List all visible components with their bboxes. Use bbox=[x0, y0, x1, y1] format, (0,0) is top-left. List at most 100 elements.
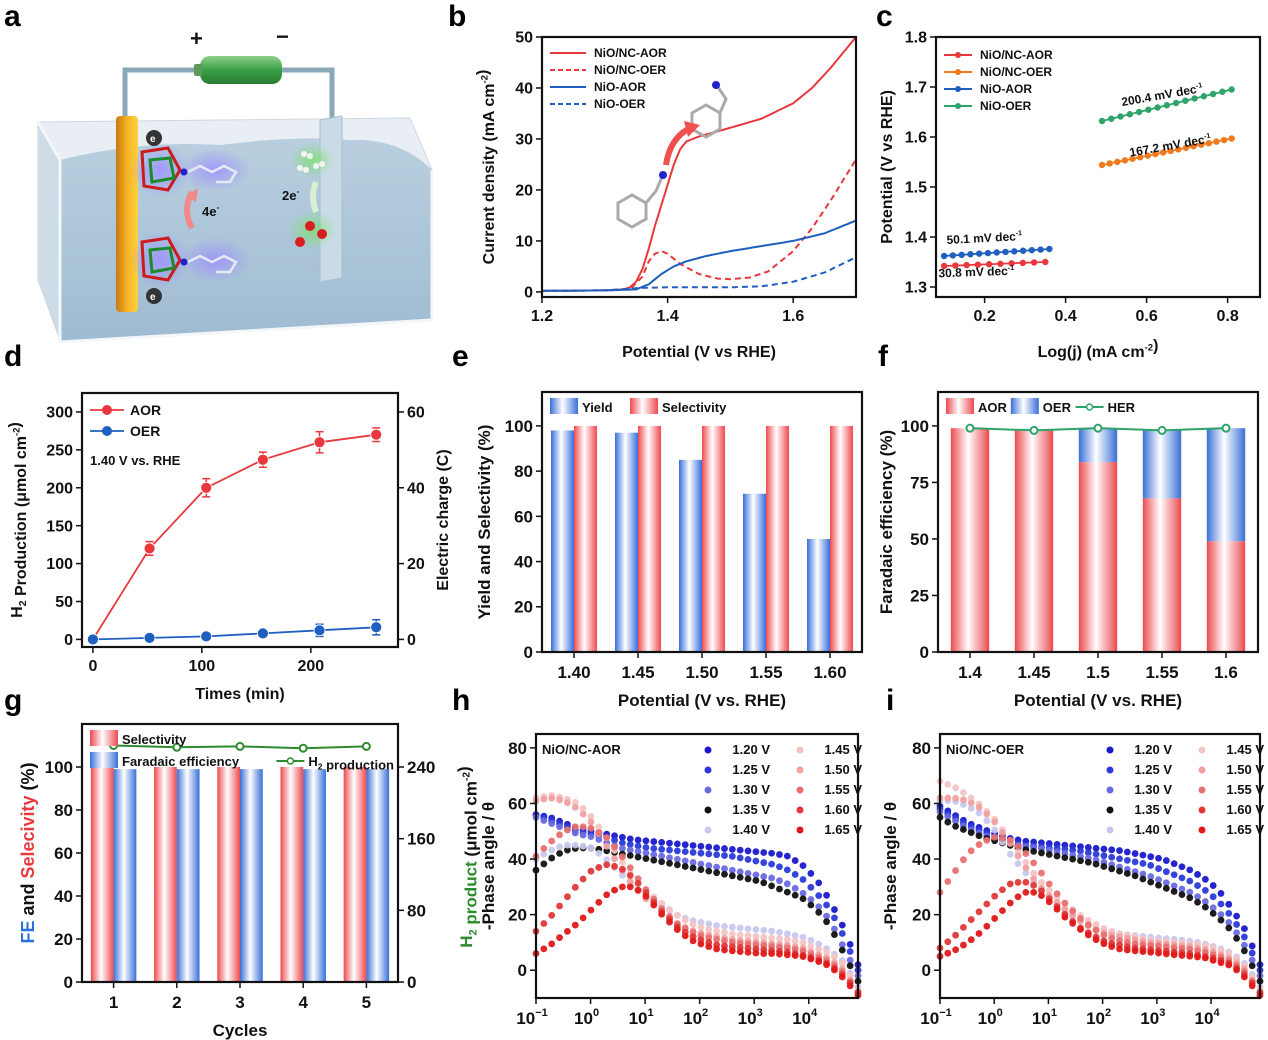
tafel-slope-label: 200.4 mV dec-1 bbox=[1120, 80, 1204, 109]
data-point bbox=[650, 845, 658, 852]
data-point bbox=[791, 937, 799, 945]
data-point bbox=[721, 865, 728, 873]
data-point bbox=[791, 871, 799, 878]
chart-c-tafel: 30.8 mV dec-1 NiO/NC-AOR 167.2 mV dec-1 NiO… bbox=[879, 30, 1262, 361]
data-point bbox=[999, 886, 1006, 894]
data-point bbox=[1201, 954, 1209, 962]
data-point bbox=[1038, 849, 1045, 857]
nitrogen-atom bbox=[659, 171, 667, 179]
plot-frame bbox=[534, 732, 860, 1000]
data-point bbox=[689, 920, 697, 928]
data-point bbox=[960, 941, 967, 949]
legend-label: HER bbox=[1108, 400, 1136, 415]
legend-swatch bbox=[90, 730, 118, 746]
data-point bbox=[1136, 154, 1144, 161]
data-point bbox=[1209, 909, 1217, 917]
data-point bbox=[823, 901, 830, 909]
data-point bbox=[960, 923, 967, 931]
data-point bbox=[1084, 858, 1092, 866]
data-point bbox=[752, 871, 760, 879]
data-point bbox=[603, 891, 611, 899]
data-point bbox=[1117, 113, 1124, 120]
data-point bbox=[1029, 425, 1039, 435]
plot-frame bbox=[934, 35, 1262, 299]
data-point bbox=[1061, 899, 1069, 907]
data-point bbox=[952, 946, 960, 954]
data-point bbox=[776, 950, 783, 958]
data-point bbox=[831, 906, 838, 913]
data-point bbox=[689, 849, 697, 856]
y-tick-label: 20 bbox=[508, 906, 527, 925]
bar-selectivity bbox=[574, 425, 598, 652]
data-point bbox=[1170, 882, 1178, 890]
data-point bbox=[1098, 117, 1106, 125]
nitrile-molecule bbox=[187, 164, 238, 184]
y-tick-label: 60 bbox=[912, 794, 931, 813]
four-electron-label: 4e- bbox=[202, 203, 219, 219]
data-point bbox=[1030, 889, 1038, 896]
data-point bbox=[673, 840, 681, 848]
data-point bbox=[571, 804, 579, 811]
y-axis-title: Current density (mA cm-2) bbox=[475, 70, 498, 265]
y-axis-title-part: FE bbox=[18, 921, 38, 944]
panel-label-e: e bbox=[452, 340, 469, 373]
data-point bbox=[944, 949, 952, 957]
legend-marker bbox=[955, 103, 961, 109]
data-point bbox=[86, 633, 99, 646]
x-tick-label: 1.2 bbox=[531, 308, 553, 325]
legend-marker bbox=[1198, 826, 1206, 834]
y-right-tick-label: 0 bbox=[407, 632, 416, 649]
legend-marker bbox=[1085, 403, 1094, 411]
data-point bbox=[658, 899, 666, 907]
data-point bbox=[1038, 892, 1045, 900]
x-tick-label: 103 bbox=[738, 1007, 763, 1028]
x-tick-label: 1.50 bbox=[685, 663, 718, 682]
legend-marker bbox=[1198, 746, 1206, 754]
data-point bbox=[736, 931, 744, 939]
legend-label: NiO-OER bbox=[594, 97, 646, 111]
data-point bbox=[776, 928, 783, 936]
data-point bbox=[983, 922, 991, 930]
legend-label: OER bbox=[1043, 400, 1072, 415]
x-tick-label: 1.6 bbox=[782, 308, 804, 325]
data-point bbox=[1131, 947, 1139, 955]
data-point bbox=[540, 850, 548, 858]
data-point bbox=[1163, 102, 1171, 109]
legend-label: AOR bbox=[978, 400, 1008, 415]
y-tick-label: 60 bbox=[508, 794, 527, 813]
g-right-axis-title: H2 product (μmol cm-2) bbox=[454, 766, 480, 947]
data-point bbox=[1248, 956, 1256, 964]
y-right-tick-label: 20 bbox=[407, 556, 425, 573]
data-point bbox=[564, 799, 571, 807]
data-point bbox=[815, 958, 823, 965]
data-point bbox=[736, 854, 744, 862]
data-point bbox=[1019, 247, 1027, 254]
data-point bbox=[728, 866, 736, 874]
data-point bbox=[1233, 966, 1240, 974]
x-tick-label: 200 bbox=[297, 658, 324, 675]
data-point bbox=[658, 845, 666, 853]
data-point bbox=[776, 935, 783, 943]
cathode-plate bbox=[319, 115, 343, 283]
data-point bbox=[736, 868, 744, 876]
data-point bbox=[983, 836, 991, 844]
data-point bbox=[807, 955, 815, 963]
y-tick-label: 250 bbox=[46, 442, 73, 459]
data-point bbox=[666, 854, 673, 862]
legend-marker bbox=[796, 826, 804, 834]
legend-marker bbox=[955, 86, 961, 92]
bar-selectivity bbox=[280, 767, 304, 982]
minus-sign: − bbox=[276, 24, 289, 49]
data-point bbox=[728, 872, 736, 880]
data-point bbox=[1170, 888, 1178, 895]
series-line-aor bbox=[92, 433, 377, 640]
y-right-tick-label: 80 bbox=[407, 901, 426, 920]
x-tick-label: 10−1 bbox=[920, 1007, 951, 1028]
data-point bbox=[1201, 903, 1209, 911]
data-point bbox=[666, 918, 673, 926]
data-point bbox=[1162, 857, 1170, 864]
data-point bbox=[705, 943, 713, 951]
data-point bbox=[713, 844, 721, 852]
data-point bbox=[634, 853, 642, 861]
legend-marker bbox=[704, 746, 712, 754]
